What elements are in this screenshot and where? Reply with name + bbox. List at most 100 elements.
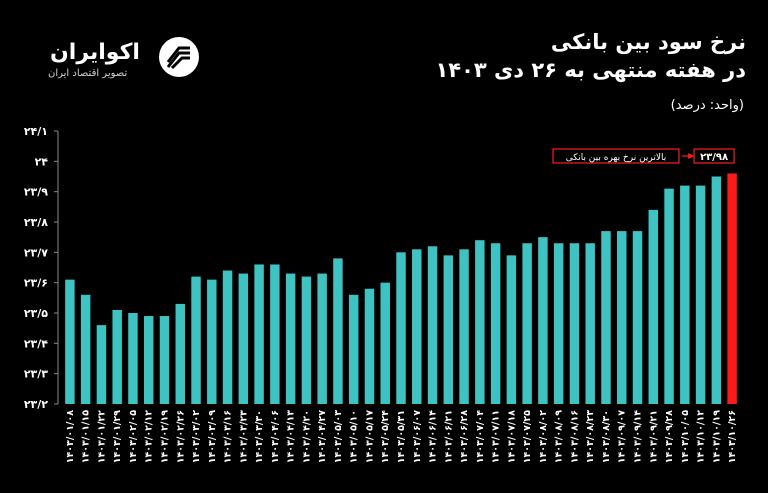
brand-name: اکوایران — [50, 40, 140, 65]
y-tick-label: ۲۳/۵ — [24, 307, 48, 320]
y-tick-label: ۲۴/۱ — [24, 125, 48, 138]
bar — [80, 294, 91, 404]
bar — [317, 273, 327, 404]
ecoiran-logo-icon — [159, 37, 199, 77]
x-tick-label: ۱۴۰۳/۰۵/۰۳ — [333, 410, 344, 464]
chart-title-line2: در هفته منتهی به ۲۶ دی ۱۴۰۳ — [435, 58, 746, 82]
bar — [617, 231, 627, 404]
bar — [585, 243, 595, 404]
x-tick-label: ۱۴۰۳/۰۶/۰۷ — [412, 410, 423, 464]
bar — [648, 209, 659, 404]
x-tick-label: ۱۴۰۳/۰۲/۱۲ — [144, 410, 155, 464]
bar — [475, 240, 485, 404]
x-tick-label: ۱۴۰۳/۰۷/۰۴ — [475, 410, 486, 464]
logo: اکوایران تصویر اقتصاد ایران — [18, 18, 199, 79]
y-tick-label: ۲۳/۲ — [24, 398, 48, 411]
x-tick-label: ۱۴۰۳/۰۹/۲۸ — [664, 410, 675, 464]
x-tick-label: ۱۴۰۳/۰۸/۰۲ — [538, 410, 549, 464]
x-tick-label: ۱۴۰۳/۰۱/۲۹ — [112, 410, 123, 464]
x-tick-label: ۱۴۰۳/۰۶/۲۸ — [459, 410, 470, 464]
bar — [65, 279, 75, 404]
x-axis-labels: ۱۴۰۳/۰۱/۰۸ ۱۴۰۳/۰۱/۱۵ ۱۴۰۳/۰۱/۲۲ ۱۴۰۳/۰۱/۲۹… — [65, 410, 738, 464]
bar — [301, 276, 312, 404]
x-tick-label: ۱۴۰۳/۰۴/۱۳ — [286, 410, 297, 464]
x-tick-label: ۱۴۰۳/۰۳/۱۶ — [223, 410, 234, 463]
x-tick-label: ۱۴۰۳/۰۲/۲۶ — [175, 410, 186, 463]
chart-title-line1: نرخ سود بین بانکی — [550, 30, 746, 54]
bar — [412, 249, 422, 404]
x-tick-label: ۱۴۰۳/۱۰/۱۲ — [696, 410, 707, 464]
bar — [159, 316, 170, 404]
bar — [680, 185, 690, 404]
x-tick-label: ۱۴۰۳/۰۱/۲۲ — [96, 410, 107, 464]
bar — [380, 282, 390, 404]
x-tick-label: ۱۴۰۳/۰۷/۱۸ — [506, 410, 517, 464]
x-tick-label: ۱۴۰۳/۰۹/۰۷ — [617, 410, 628, 464]
bar — [569, 243, 580, 404]
bar — [348, 294, 359, 404]
x-tick-label: ۱۴۰۳/۱۰/۱۹ — [711, 410, 722, 464]
x-tick-label: ۱۴۰۳/۰۱/۰۸ — [65, 410, 76, 464]
y-tick-label: ۲۳/۶ — [24, 277, 48, 290]
bar — [443, 255, 454, 404]
bar — [191, 276, 201, 404]
x-tick-label: ۱۴۰۳/۰۵/۳۱ — [396, 410, 407, 463]
bar — [364, 288, 375, 404]
bar — [175, 303, 185, 404]
x-tick-label: ۱۴۰۳/۰۸/۲۳ — [585, 410, 596, 464]
bar — [128, 313, 138, 404]
y-tick-label: ۲۳/۷ — [24, 246, 48, 259]
x-tick-label: ۱۴۰۳/۰۳/۲۳ — [238, 410, 249, 464]
bar — [538, 237, 548, 404]
annotation-label: بالاترین نرخ بهره بین بانکی — [566, 153, 667, 163]
y-tick-label: ۲۳/۴ — [24, 337, 48, 350]
bar — [270, 264, 280, 404]
x-tick-label: ۱۴۰۳/۰۶/۱۴ — [428, 410, 439, 464]
x-tick-label: ۱۴۰۳/۰۸/۳۰ — [601, 410, 612, 463]
bar — [664, 188, 674, 404]
y-tick-label: ۲۳/۹ — [24, 186, 48, 199]
y-axis: ۲۳/۲ ۲۳/۳ ۲۳/۴ ۲۳/۵ ۲۳/۶ ۲۳/۷ ۲۳/۸ ۲۳/۹ ۲۴ ۲۴/۱ — [24, 125, 59, 411]
bar — [427, 246, 438, 404]
bar — [553, 243, 564, 404]
x-tick-label: ۱۴۰۳/۰۵/۲۴ — [380, 410, 391, 464]
x-tick-label: ۱۴۰۳/۰۱/۱۵ — [81, 410, 92, 464]
y-tick-label: ۲۳/۸ — [24, 216, 48, 229]
y-tick-label: ۲۴ — [35, 155, 49, 168]
x-tick-label: ۱۴۰۳/۰۳/۳۰ — [254, 410, 265, 463]
x-tick-label: ۱۴۰۳/۰۳/۰۹ — [207, 410, 218, 464]
x-tick-label: ۱۴۰۳/۱۰/۲۶ — [727, 410, 738, 463]
bar — [333, 258, 343, 404]
x-tick-label: ۱۴۰۳/۰۳/۰۲ — [191, 410, 202, 464]
bar-highlight — [727, 173, 737, 404]
x-tick-label: ۱۴۰۳/۰۴/۲۷ — [317, 410, 328, 464]
bar — [711, 176, 722, 404]
x-tick-label: ۱۴۰۳/۰۷/۱۱ — [491, 410, 502, 463]
annotation-label-box — [552, 148, 680, 164]
annotation: ۲۳/۹۸ بالاترین نرخ بهره بین بانکی — [552, 148, 735, 164]
x-tick-label: ۱۴۰۳/۰۴/۲۰ — [301, 410, 312, 463]
bar — [522, 243, 532, 404]
bar — [222, 270, 233, 404]
bar — [506, 255, 517, 404]
x-tick-label: ۱۴۰۳/۰۲/۱۹ — [159, 410, 170, 464]
bar — [396, 252, 406, 404]
bar — [695, 185, 706, 404]
bar — [632, 231, 643, 404]
bar — [238, 273, 249, 404]
x-tick-label: ۱۴۰۳/۰۶/۲۱ — [443, 410, 454, 463]
bar — [207, 279, 217, 404]
bar — [601, 231, 611, 404]
x-tick-label: ۱۴۰۳/۰۲/۰۵ — [128, 410, 139, 464]
x-tick-label: ۱۴۰۳/۰۵/۱۷ — [364, 410, 375, 464]
x-tick-label: ۱۴۰۳/۰۹/۲۱ — [648, 410, 659, 463]
annotation-value: ۲۳/۹۸ — [700, 152, 728, 163]
x-tick-label: ۱۴۰۳/۰۹/۱۴ — [633, 410, 644, 464]
y-tick-label: ۲۳/۳ — [24, 368, 48, 381]
annotation-arrow-head — [688, 153, 695, 159]
bar — [96, 325, 107, 404]
x-tick-label: ۱۴۰۳/۱۰/۰۵ — [680, 410, 691, 464]
bar — [285, 273, 296, 404]
brand-tagline: تصویر اقتصاد ایران — [48, 68, 128, 79]
